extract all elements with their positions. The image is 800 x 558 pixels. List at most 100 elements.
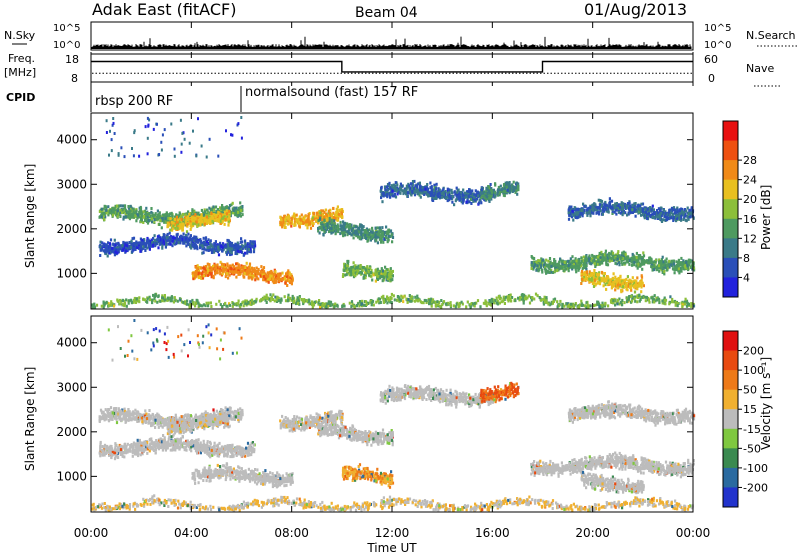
data-cell xyxy=(365,269,367,272)
data-cell xyxy=(214,248,216,251)
data-cell xyxy=(296,214,298,217)
data-cell xyxy=(651,261,653,264)
data-cell xyxy=(441,196,443,199)
data-cell xyxy=(141,241,143,244)
data-cell xyxy=(545,269,547,272)
data-cell xyxy=(206,222,208,225)
data-cell xyxy=(553,258,555,261)
data-cell xyxy=(209,248,211,251)
data-cell xyxy=(203,274,205,277)
data-cell xyxy=(383,276,385,279)
data-cell xyxy=(109,242,111,245)
data-cell xyxy=(218,253,220,256)
data-cell xyxy=(377,278,379,281)
data-cell xyxy=(242,265,244,268)
data-cell xyxy=(556,263,558,266)
data-cell xyxy=(610,253,612,256)
data-cell xyxy=(383,238,385,241)
data-cell xyxy=(190,228,192,231)
data-cell xyxy=(564,261,566,264)
data-cell xyxy=(323,227,325,230)
data-cell xyxy=(608,255,610,258)
data-cell xyxy=(152,245,154,248)
data-cell xyxy=(470,198,472,201)
data-cell xyxy=(289,280,291,283)
data-cell xyxy=(487,192,489,195)
data-cell xyxy=(355,231,357,234)
data-cell xyxy=(330,232,332,235)
data-cell xyxy=(375,273,377,276)
data-cell xyxy=(605,288,607,291)
data-cell xyxy=(212,275,214,278)
data-cell xyxy=(342,275,344,278)
data-cell xyxy=(643,259,645,262)
data-cell xyxy=(108,249,110,252)
data-cell xyxy=(543,263,545,266)
data-cell xyxy=(170,217,172,220)
data-cell xyxy=(171,212,173,215)
data-cell xyxy=(233,209,235,212)
data-cell xyxy=(652,205,654,208)
data-cell xyxy=(239,201,241,204)
data-cell xyxy=(114,239,116,242)
data-cell xyxy=(666,269,668,272)
data-cell xyxy=(433,189,435,192)
data-cell xyxy=(673,263,675,266)
data-cell xyxy=(371,279,373,282)
data-cell xyxy=(187,236,189,239)
data-cell xyxy=(593,285,595,288)
data-cell xyxy=(203,241,205,244)
data-cell xyxy=(248,271,250,274)
data-cell xyxy=(580,282,582,285)
data-cell xyxy=(208,207,210,210)
data-cell xyxy=(429,182,431,185)
data-cell xyxy=(163,221,165,224)
data-cell xyxy=(436,183,438,186)
data-cell xyxy=(350,266,352,269)
data-cell xyxy=(151,220,153,223)
data-cell xyxy=(285,222,287,225)
data-cell xyxy=(429,186,431,189)
data-cell xyxy=(399,192,401,195)
data-cell xyxy=(389,196,391,199)
data-cell xyxy=(223,263,225,266)
data-cell xyxy=(603,278,605,281)
data-cell xyxy=(419,182,421,185)
data-cell xyxy=(661,266,663,269)
data-cell xyxy=(284,282,286,285)
data-cell xyxy=(375,236,377,239)
data-cell xyxy=(163,243,165,246)
data-cell xyxy=(343,231,345,234)
data-cell xyxy=(203,248,205,251)
data-cell xyxy=(148,219,150,222)
data-cell xyxy=(361,228,363,231)
data-cell xyxy=(452,195,454,198)
data-cell xyxy=(433,194,435,197)
data-cell xyxy=(368,270,370,273)
data-cell xyxy=(609,278,611,281)
data-cell xyxy=(251,267,253,270)
data-cell xyxy=(219,270,221,273)
data-cell xyxy=(545,259,547,262)
data-cell xyxy=(516,182,518,185)
data-cell xyxy=(535,269,537,272)
data-cell xyxy=(203,220,205,223)
data-cell xyxy=(171,244,173,247)
data-cell xyxy=(531,267,533,270)
data-cell xyxy=(391,233,393,236)
data-cell xyxy=(240,269,242,272)
data-cell xyxy=(210,212,212,215)
cpid-row: CPID rbsp 200 RF normalsound (fast) 157 … xyxy=(6,85,418,112)
data-cell xyxy=(593,273,595,276)
data-cell xyxy=(674,268,676,271)
data-cell xyxy=(689,260,691,263)
data-cell xyxy=(598,273,600,276)
data-cell xyxy=(568,264,570,267)
data-cell xyxy=(304,215,306,218)
data-cell xyxy=(613,272,615,275)
data-cell xyxy=(390,229,392,232)
data-cell xyxy=(331,222,333,225)
data-cell xyxy=(634,291,636,294)
data-cell xyxy=(224,269,226,272)
